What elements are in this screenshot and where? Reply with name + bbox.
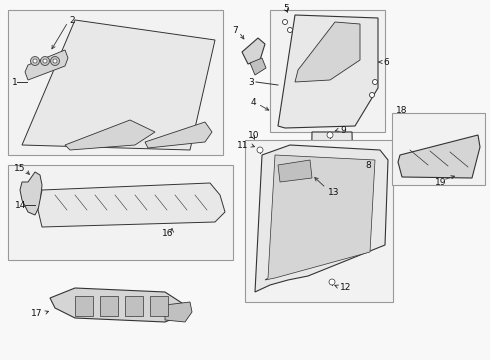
Circle shape bbox=[329, 279, 335, 285]
Bar bbox=[125, 296, 143, 316]
Polygon shape bbox=[255, 145, 388, 292]
Circle shape bbox=[372, 80, 377, 85]
Text: 11: 11 bbox=[237, 140, 248, 149]
Polygon shape bbox=[250, 58, 266, 75]
Circle shape bbox=[257, 147, 263, 153]
Circle shape bbox=[327, 132, 333, 138]
Bar bbox=[8, 165, 233, 260]
Circle shape bbox=[41, 57, 49, 66]
Circle shape bbox=[283, 19, 288, 24]
Text: 19: 19 bbox=[435, 177, 446, 186]
Text: 13: 13 bbox=[328, 188, 340, 197]
Text: 6: 6 bbox=[383, 58, 389, 67]
Circle shape bbox=[53, 59, 57, 63]
Text: 8: 8 bbox=[365, 161, 371, 170]
Bar bbox=[392, 113, 485, 185]
Polygon shape bbox=[265, 155, 375, 280]
Polygon shape bbox=[295, 22, 360, 82]
Polygon shape bbox=[278, 15, 378, 128]
Text: 3: 3 bbox=[248, 77, 254, 86]
Text: 14: 14 bbox=[15, 201, 26, 210]
Polygon shape bbox=[165, 302, 192, 322]
Text: 15: 15 bbox=[14, 163, 26, 172]
Text: 17: 17 bbox=[30, 310, 42, 319]
Text: 7: 7 bbox=[232, 26, 238, 35]
Text: 16: 16 bbox=[162, 229, 174, 238]
Text: 18: 18 bbox=[396, 105, 408, 114]
Polygon shape bbox=[242, 38, 265, 64]
Polygon shape bbox=[398, 135, 480, 178]
Circle shape bbox=[50, 57, 59, 66]
Circle shape bbox=[369, 93, 374, 98]
Polygon shape bbox=[20, 172, 42, 215]
Polygon shape bbox=[65, 120, 155, 150]
Text: 4: 4 bbox=[250, 98, 256, 107]
Circle shape bbox=[30, 57, 40, 66]
Polygon shape bbox=[310, 132, 355, 278]
Text: 5: 5 bbox=[283, 4, 289, 13]
Bar bbox=[270, 10, 385, 132]
Bar bbox=[100, 296, 118, 316]
Polygon shape bbox=[145, 122, 212, 148]
Polygon shape bbox=[50, 288, 185, 322]
Text: 2: 2 bbox=[69, 15, 75, 24]
Bar bbox=[245, 140, 393, 302]
Text: 1: 1 bbox=[12, 77, 18, 86]
Circle shape bbox=[33, 59, 37, 63]
Polygon shape bbox=[278, 160, 312, 182]
Bar bbox=[75, 296, 93, 316]
Text: 10: 10 bbox=[248, 131, 260, 140]
Polygon shape bbox=[22, 20, 215, 150]
Text: 12: 12 bbox=[340, 284, 351, 292]
Bar bbox=[150, 296, 168, 316]
Bar bbox=[8, 10, 223, 155]
Circle shape bbox=[288, 27, 293, 32]
Circle shape bbox=[43, 59, 47, 63]
Polygon shape bbox=[25, 50, 68, 80]
Text: 9: 9 bbox=[340, 126, 346, 135]
Polygon shape bbox=[38, 183, 225, 227]
